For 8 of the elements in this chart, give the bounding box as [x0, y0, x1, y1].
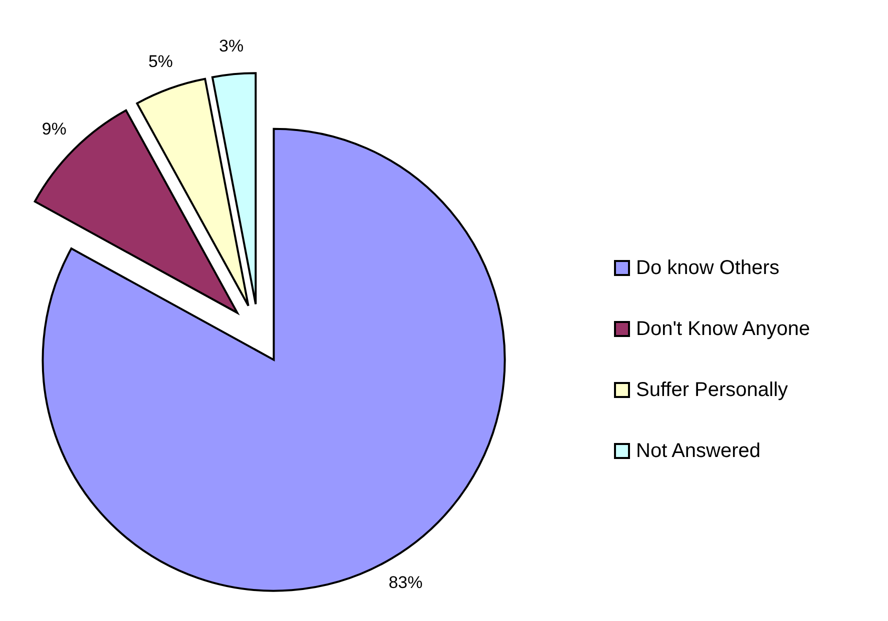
legend-label: Do know Others — [636, 257, 780, 279]
legend-label: Don't Know Anyone — [636, 318, 810, 340]
data-label: 3% — [219, 36, 244, 56]
legend-label: Not Answered — [636, 440, 761, 462]
legend-label: Suffer Personally — [636, 379, 788, 401]
data-label: 5% — [148, 52, 173, 72]
data-label: 83% — [388, 572, 423, 592]
data-label: 9% — [42, 120, 66, 139]
